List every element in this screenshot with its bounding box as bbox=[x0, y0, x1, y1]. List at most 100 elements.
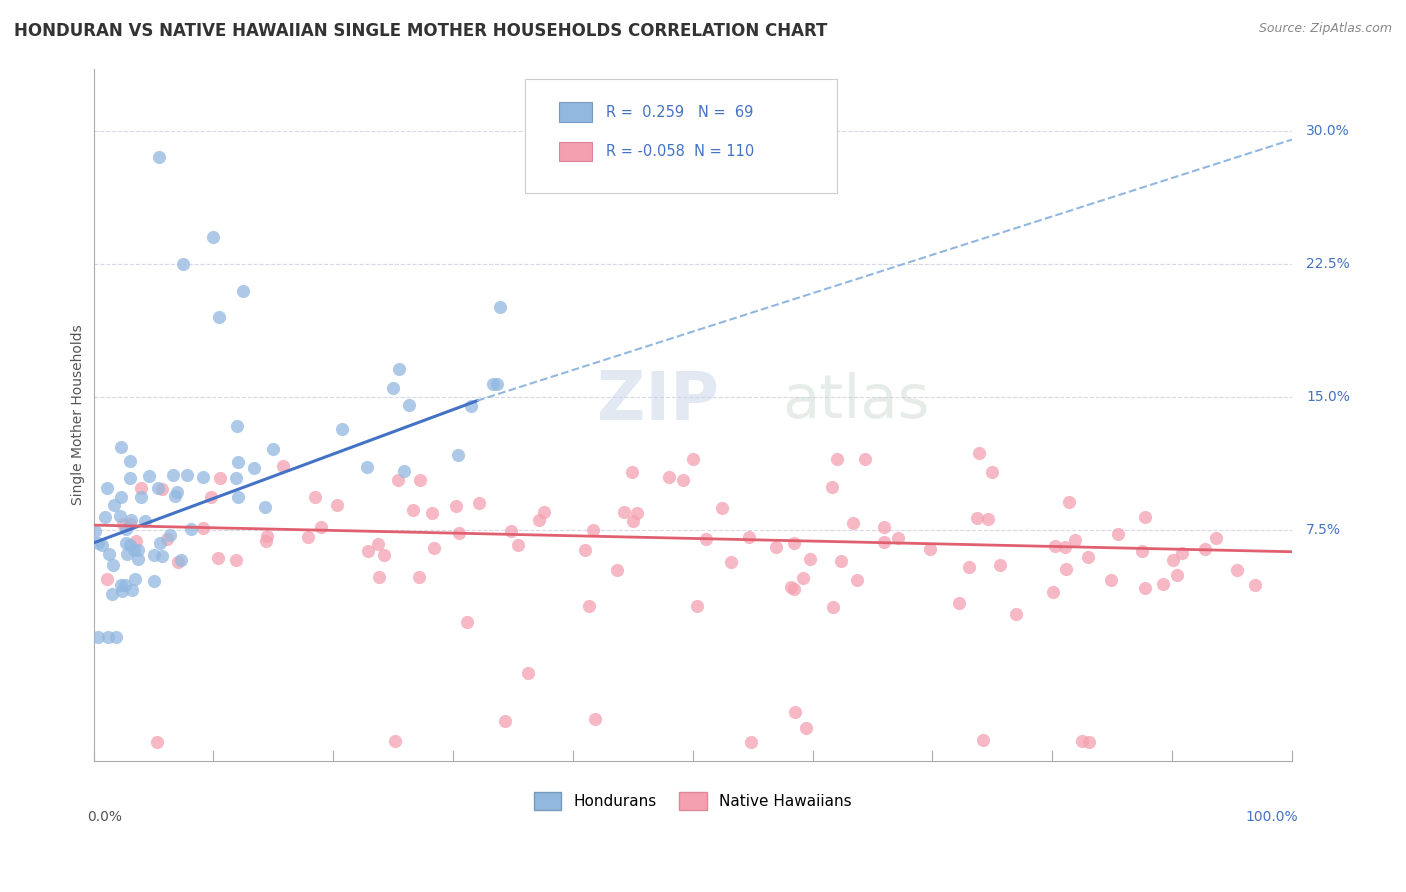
Native Hawaiians bbox=[981, 465, 1004, 479]
Native Hawaiians bbox=[146, 735, 169, 749]
Native Hawaiians bbox=[794, 721, 817, 735]
Native Hawaiians bbox=[384, 733, 406, 747]
Native Hawaiians bbox=[468, 496, 491, 510]
Native Hawaiians bbox=[613, 505, 636, 519]
Hondurans bbox=[243, 460, 266, 475]
Native Hawaiians bbox=[783, 705, 806, 719]
Native Hawaiians bbox=[409, 473, 432, 487]
Native Hawaiians bbox=[1042, 585, 1064, 599]
Hondurans bbox=[388, 362, 411, 376]
Native Hawaiians bbox=[969, 446, 991, 460]
Hondurans bbox=[489, 301, 512, 315]
Text: 22.5%: 22.5% bbox=[1306, 257, 1350, 271]
FancyBboxPatch shape bbox=[558, 103, 592, 122]
Hondurans bbox=[143, 574, 166, 589]
Hondurans bbox=[122, 543, 145, 558]
Native Hawaiians bbox=[621, 514, 644, 528]
Native Hawaiians bbox=[626, 506, 648, 520]
Native Hawaiians bbox=[988, 558, 1011, 572]
Hondurans bbox=[226, 455, 249, 469]
Text: atlas: atlas bbox=[783, 372, 931, 431]
Native Hawaiians bbox=[782, 536, 804, 550]
Hondurans bbox=[166, 484, 188, 499]
Native Hawaiians bbox=[825, 452, 848, 467]
Native Hawaiians bbox=[780, 580, 803, 594]
Hondurans bbox=[150, 549, 173, 563]
Native Hawaiians bbox=[517, 665, 540, 680]
Native Hawaiians bbox=[1226, 563, 1249, 577]
Hondurans bbox=[149, 535, 172, 549]
Hondurans bbox=[118, 454, 141, 468]
Native Hawaiians bbox=[527, 513, 550, 527]
Native Hawaiians bbox=[1133, 581, 1156, 595]
Native Hawaiians bbox=[254, 533, 277, 548]
Native Hawaiians bbox=[499, 524, 522, 538]
Text: 7.5%: 7.5% bbox=[1306, 524, 1341, 538]
Native Hawaiians bbox=[111, 517, 134, 532]
Native Hawaiians bbox=[966, 511, 988, 525]
Hondurans bbox=[105, 630, 128, 644]
FancyBboxPatch shape bbox=[558, 142, 592, 161]
Hondurans bbox=[110, 491, 132, 505]
Native Hawaiians bbox=[129, 481, 152, 495]
Hondurans bbox=[98, 547, 121, 561]
Hondurans bbox=[111, 583, 134, 598]
Hondurans bbox=[170, 552, 193, 566]
Native Hawaiians bbox=[156, 533, 179, 547]
Native Hawaiians bbox=[456, 615, 478, 630]
Hondurans bbox=[382, 381, 405, 395]
Native Hawaiians bbox=[583, 713, 606, 727]
Hondurans bbox=[114, 578, 136, 592]
Native Hawaiians bbox=[948, 596, 970, 610]
Hondurans bbox=[232, 284, 254, 298]
Native Hawaiians bbox=[920, 541, 942, 556]
Native Hawaiians bbox=[823, 600, 845, 615]
Native Hawaiians bbox=[1063, 533, 1085, 547]
Native Hawaiians bbox=[1077, 549, 1099, 564]
Native Hawaiians bbox=[1070, 734, 1092, 748]
Text: Source: ZipAtlas.com: Source: ZipAtlas.com bbox=[1258, 22, 1392, 36]
Hondurans bbox=[108, 509, 131, 524]
Native Hawaiians bbox=[792, 571, 814, 585]
Native Hawaiians bbox=[357, 544, 380, 558]
Hondurans bbox=[202, 230, 225, 244]
Text: 15.0%: 15.0% bbox=[1306, 390, 1350, 404]
Native Hawaiians bbox=[1166, 568, 1188, 582]
Hondurans bbox=[97, 630, 120, 644]
Native Hawaiians bbox=[872, 520, 894, 534]
Hondurans bbox=[191, 470, 214, 484]
Native Hawaiians bbox=[533, 505, 555, 519]
Hondurans bbox=[110, 441, 132, 455]
Native Hawaiians bbox=[304, 491, 326, 505]
Hondurans bbox=[253, 500, 276, 514]
Native Hawaiians bbox=[125, 533, 148, 548]
Native Hawaiians bbox=[765, 540, 787, 554]
Native Hawaiians bbox=[200, 490, 222, 504]
Native Hawaiians bbox=[209, 471, 232, 485]
Native Hawaiians bbox=[1099, 574, 1122, 588]
Native Hawaiians bbox=[711, 500, 734, 515]
Native Hawaiians bbox=[256, 529, 278, 543]
Hondurans bbox=[110, 578, 132, 592]
Hondurans bbox=[460, 399, 482, 413]
Hondurans bbox=[91, 538, 114, 552]
Native Hawaiians bbox=[387, 473, 409, 487]
Native Hawaiians bbox=[373, 548, 395, 562]
Hondurans bbox=[447, 448, 470, 462]
Hondurans bbox=[84, 524, 107, 538]
Native Hawaiians bbox=[1078, 734, 1101, 748]
Hondurans bbox=[330, 422, 353, 436]
Native Hawaiians bbox=[1005, 607, 1028, 621]
Text: ZIP: ZIP bbox=[598, 368, 718, 434]
Native Hawaiians bbox=[96, 572, 118, 586]
Native Hawaiians bbox=[853, 451, 876, 466]
Hondurans bbox=[162, 468, 184, 483]
Hondurans bbox=[398, 398, 420, 412]
Native Hawaiians bbox=[1161, 553, 1184, 567]
Native Hawaiians bbox=[976, 512, 998, 526]
Native Hawaiians bbox=[1108, 527, 1130, 541]
Native Hawaiians bbox=[367, 570, 389, 584]
Hondurans bbox=[180, 523, 202, 537]
Hondurans bbox=[146, 481, 169, 495]
Native Hawaiians bbox=[1152, 577, 1174, 591]
